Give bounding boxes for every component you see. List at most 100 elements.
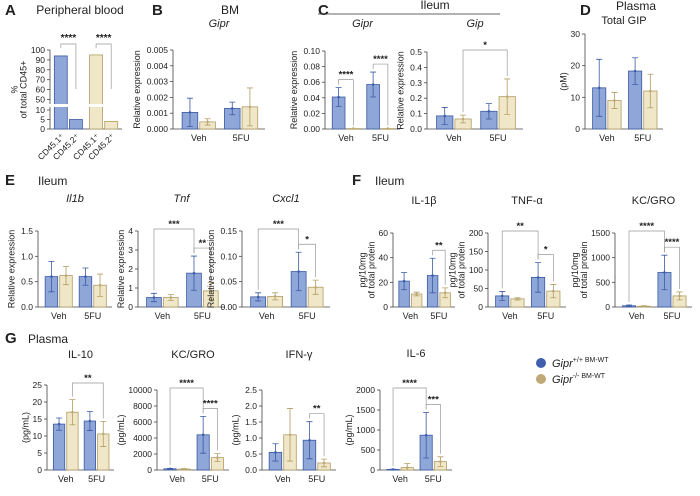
data-point [643,305,646,308]
y-tick-label: 500 [596,277,610,287]
y-tick-label: 50 [36,95,46,105]
sig-label: * [483,40,487,51]
sig-label: * [544,245,548,256]
chart-title: Tnf [174,193,191,205]
y-tick-label: 0.10 [220,251,237,261]
y-axis-label-line: of total protein [457,241,467,298]
sig-label: **** [665,237,680,248]
chart-title: TNF-α [511,195,543,207]
legend-suffix: BM-WT [579,373,605,380]
y-tick-label: 1 [128,283,133,293]
x-tick-label: Veh [191,133,207,143]
data-point [403,280,406,283]
data-point [153,296,156,299]
y-axis-label: Relative expression [116,230,126,309]
sig-label: *** [168,219,179,230]
data-point [289,434,292,437]
data-point [308,439,311,442]
y-tick-label: 10000 [128,385,152,395]
x-tick-label: Veh [51,311,67,321]
y-tick-label: 3 [128,245,133,255]
y-tick-label: 20 [571,61,581,71]
data-point [65,274,68,277]
y-tick-label: 1500 [591,228,610,238]
data-point [678,295,681,298]
sig-label: **** [373,54,388,65]
panel-heading: BM [221,3,239,17]
data-point [189,111,192,114]
data-point [387,127,390,130]
y-tick-label: 0.00 [220,302,237,312]
x-tick-label: 5FU [233,133,250,143]
sig-label: *** [273,219,284,230]
y-axis-label: %of total CD45+ [10,61,29,119]
y-tick-label: 0.15 [220,226,237,236]
y-axis-label: Relative expression [396,51,406,130]
y-tick-label: 0 [605,302,610,312]
chart-title: Gipr [209,18,231,30]
data-point [613,99,616,102]
x-tick-label: 5FU [537,311,554,321]
panel-heading: Ileum [375,174,404,188]
y-tick-label: 0.5 [410,47,422,57]
legend-gene: Gipr [552,374,574,386]
data-point [193,272,196,275]
y-tick-label: 1000 [356,425,375,435]
y-tick-label: 2.5 [245,385,257,395]
y-tick-label: 2 [128,264,133,274]
y-tick-label: 4000 [133,433,152,443]
bar [53,424,64,470]
x-tick-label: Veh [403,311,419,321]
data-point [443,115,446,118]
y-tick-label: 0.1 [410,109,422,119]
data-point [89,420,92,423]
data-point [169,468,172,471]
data-point [84,275,87,278]
y-tick-label: 0.001 [147,108,169,118]
y-tick-label: 4 [128,226,133,236]
y-tick-label: 20 [33,397,43,407]
data-point [50,275,53,278]
x-tick-label: Veh [446,133,462,143]
sig-label: **** [339,70,354,81]
chart-title: KC/GRO [171,349,215,361]
y-axis-label: Relative expression [289,51,299,130]
data-point [274,295,277,298]
data-point [663,271,666,274]
y-tick-label: 0.08 [303,62,320,72]
data-point [249,106,252,109]
legend-marker-icon [536,374,546,384]
legend-item: Gipr-/- BM-WT [536,373,606,386]
x-tick-label: 5FU [490,133,507,143]
x-tick-label: Veh [502,311,518,321]
chart-title: KC/GRO [632,195,676,207]
data-point [99,284,102,287]
data-point [337,96,340,99]
legend-suffix: BM-WT [583,357,609,364]
y-tick-label: 0.02 [303,108,320,118]
data-point [552,290,555,293]
data-point [425,434,428,437]
y-tick-label: 60 [36,85,46,95]
sig-label: **** [61,33,77,44]
y-axis-label: (pg/mL) [20,412,30,443]
y-tick-label: 10 [33,431,43,441]
x-tick-label: Veh [155,311,171,321]
y-axis-label-line: of total CD45+ [19,61,29,119]
y-tick-label: 0.4 [410,62,422,72]
panel-letter-D: D [580,2,591,19]
y-tick-label: 50 [474,284,484,294]
x-tick-label: Veh [169,474,185,484]
y-tick-label: 100 [31,45,45,55]
sig-label: **** [203,398,218,409]
y-axis-label: Relative expression [132,50,142,129]
y-tick-label: 1.0 [21,251,33,261]
y-tick-label: 500 [361,445,375,455]
x-tick-label: Veh [58,474,74,484]
data-point [216,456,219,459]
y-tick-label: 0.0 [410,124,422,134]
